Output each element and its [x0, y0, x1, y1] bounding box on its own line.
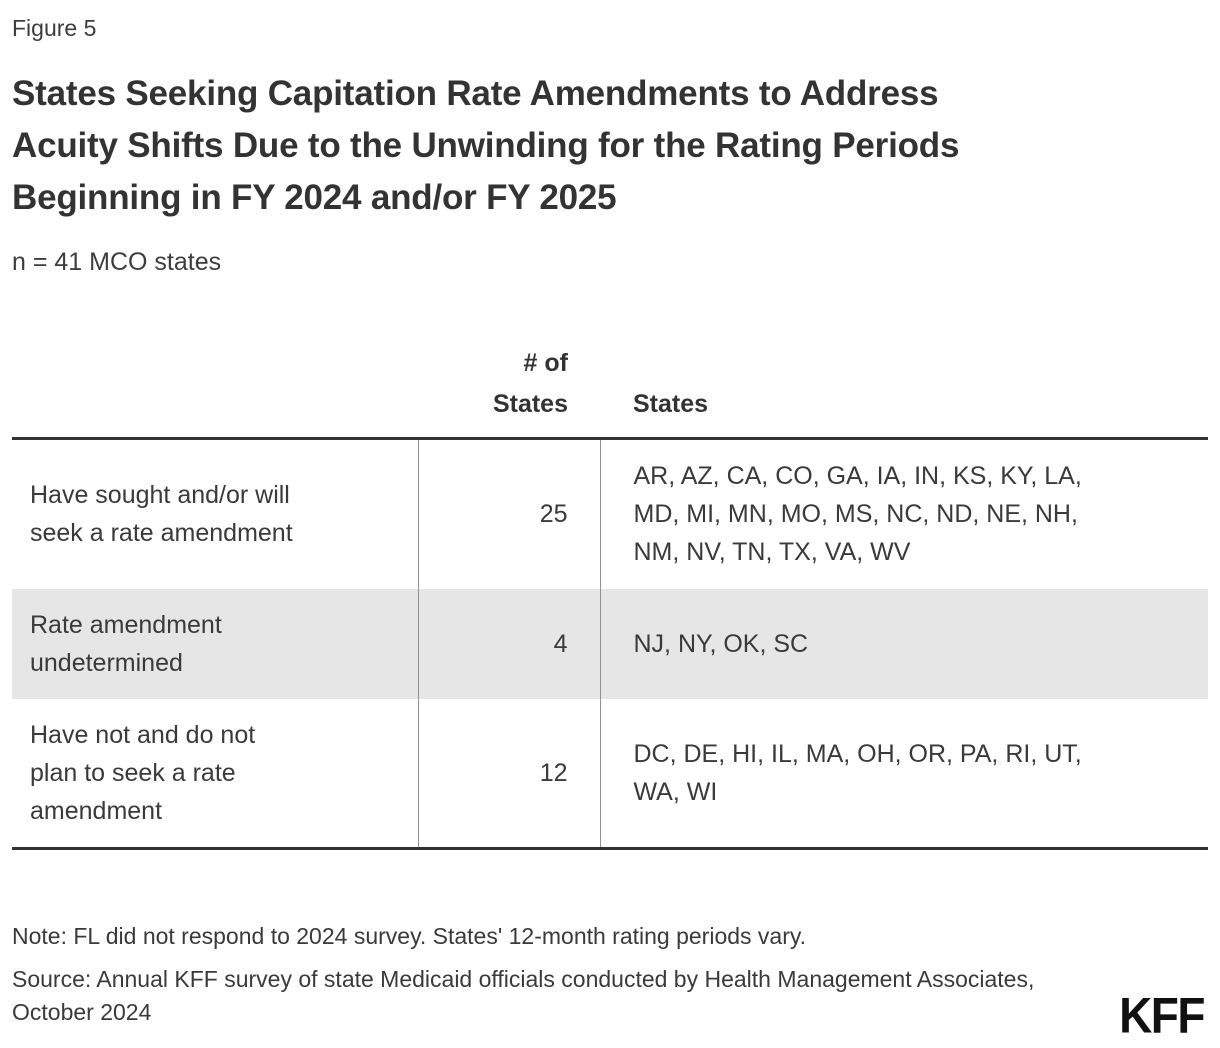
states-rate-amendment-table: # of States States Have sought and/or wi…: [12, 343, 1208, 850]
row-states-list: AR, AZ, CA, CO, GA, IA, IN, KS, KY, LA, …: [633, 462, 1082, 567]
row-states-list: DC, DE, HI, IL, MA, OH, OR, PA, RI, UT, …: [633, 739, 1082, 806]
kff-logo: KFF: [1119, 987, 1205, 1044]
table-row: Have sought and/or will seek a rate amen…: [12, 438, 1208, 589]
column-header-states: States: [633, 390, 709, 418]
row-category: Have sought and/or will seek a rate amen…: [12, 438, 419, 589]
column-header-count: # of States: [492, 349, 568, 418]
table-header: # of States States: [12, 343, 1208, 439]
footnote: Note: FL did not respond to 2024 survey.…: [12, 923, 807, 949]
row-count: 4: [418, 588, 601, 699]
source-attribution: Source: Annual KFF survey of state Medic…: [12, 966, 1035, 1025]
column-header-category: [12, 343, 418, 439]
sample-size-subtitle: n = 41 MCO states: [12, 248, 222, 276]
figure-title: States Seeking Capitation Rate Amendment…: [12, 74, 960, 217]
row-count: 25: [418, 438, 601, 589]
row-category: Rate amendment undetermined: [12, 588, 419, 699]
row-states-list: NJ, NY, OK, SC: [600, 588, 1208, 699]
table-row: Have not and do not plan to seek a rate …: [12, 698, 1208, 849]
figure-number-label: Figure 5: [12, 15, 97, 41]
row-count: 12: [418, 698, 601, 849]
row-category: Have not and do not plan to seek a rate …: [12, 698, 419, 849]
table-row: Rate amendment undetermined 4 NJ, NY, OK…: [12, 588, 1208, 699]
